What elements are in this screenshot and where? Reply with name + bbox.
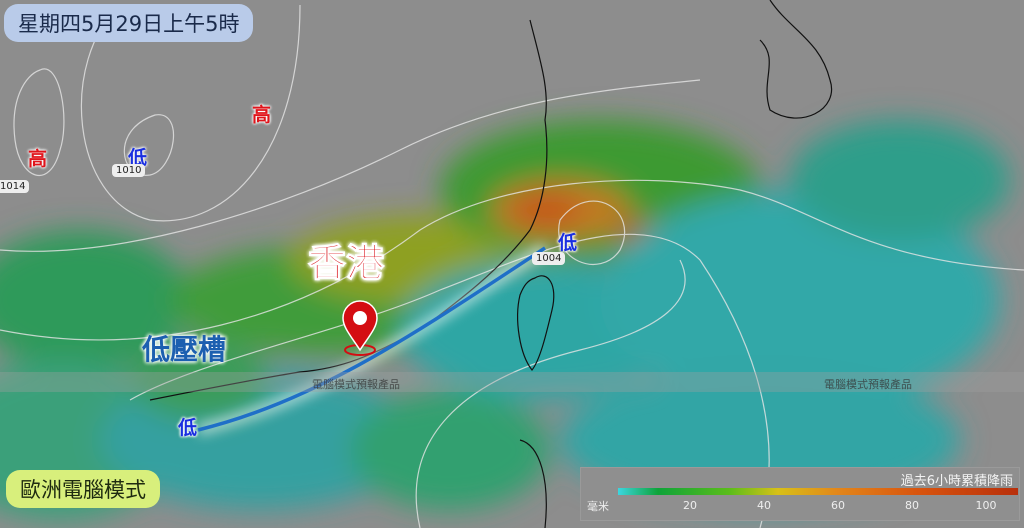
legend-tick: 80: [905, 499, 919, 512]
model-name-badge: 歐洲電腦模式: [6, 470, 160, 508]
forecast-time-title: 星期四5月29日上午5時: [4, 4, 254, 42]
hong-kong-label: 香港: [307, 241, 385, 286]
low-pressure-label: 低: [178, 417, 198, 439]
legend-title: 過去6小時累積降雨: [900, 474, 1013, 489]
legend-tick: 60: [831, 499, 845, 512]
isobar-label: 1004: [532, 252, 566, 265]
low-pressure-label: 低: [558, 232, 578, 254]
rainfall-field: [0, 120, 1010, 520]
legend-tick: 40: [757, 499, 771, 512]
trough-line: [197, 246, 546, 432]
isobar-label: 1014: [0, 180, 30, 193]
isobar-lines: [0, 4, 1024, 528]
high-pressure-label: 高: [252, 104, 272, 126]
legend-tick: 100: [975, 499, 997, 512]
trough-label: 低壓槽: [142, 333, 227, 366]
legend-unit: 毫米: [587, 500, 609, 513]
watermark: 電腦模式預報產品: [824, 378, 912, 391]
legend-colorbar: [618, 488, 1018, 495]
isobar-label: 1010: [112, 164, 146, 177]
high-pressure-label: 高: [28, 148, 48, 170]
watermark-band: [0, 372, 1024, 392]
location-pin-icon: [342, 300, 378, 356]
legend-tick: 20: [683, 499, 697, 512]
watermark: 電腦模式預報產品: [312, 378, 400, 391]
low-pressure-label: 低: [128, 147, 148, 169]
rainfall-legend: 過去6小時累積降雨 毫米 20 40 60 80 100: [580, 467, 1020, 521]
